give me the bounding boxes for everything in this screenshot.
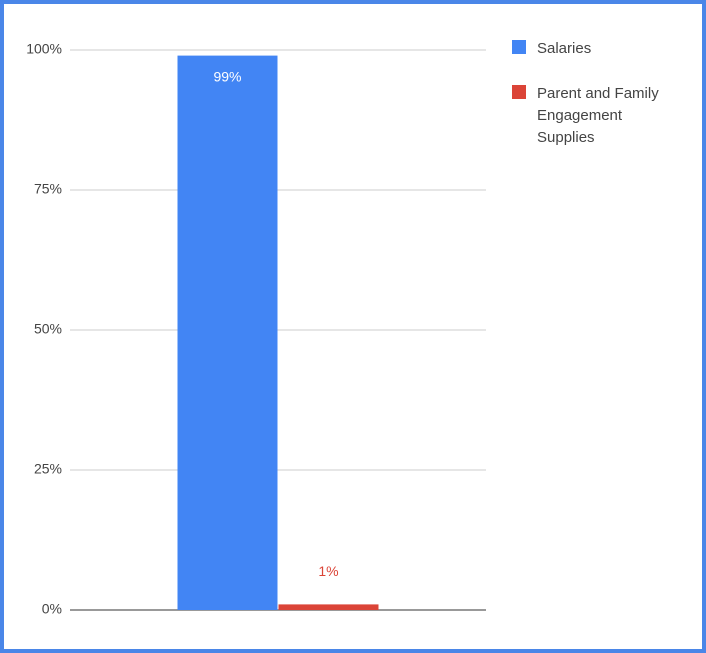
y-tick-label: 75% [34,181,62,197]
legend-swatch [512,40,526,54]
legend-item: Parent and Family Engagement Supplies [512,83,662,149]
bar [278,604,379,610]
bar [177,55,278,611]
y-tick-label: 50% [34,321,62,337]
y-tick-label: 25% [34,461,62,477]
y-tick-label: 0% [42,601,62,617]
legend-label: Parent and Family Engagement Supplies [537,85,659,146]
y-tick-label: 100% [26,41,62,57]
legend-swatch [512,85,526,99]
data-label: 99% [213,68,241,84]
data-label: 1% [318,563,338,579]
legend-item: Salaries [512,38,662,60]
legend-label: Salaries [537,40,592,57]
